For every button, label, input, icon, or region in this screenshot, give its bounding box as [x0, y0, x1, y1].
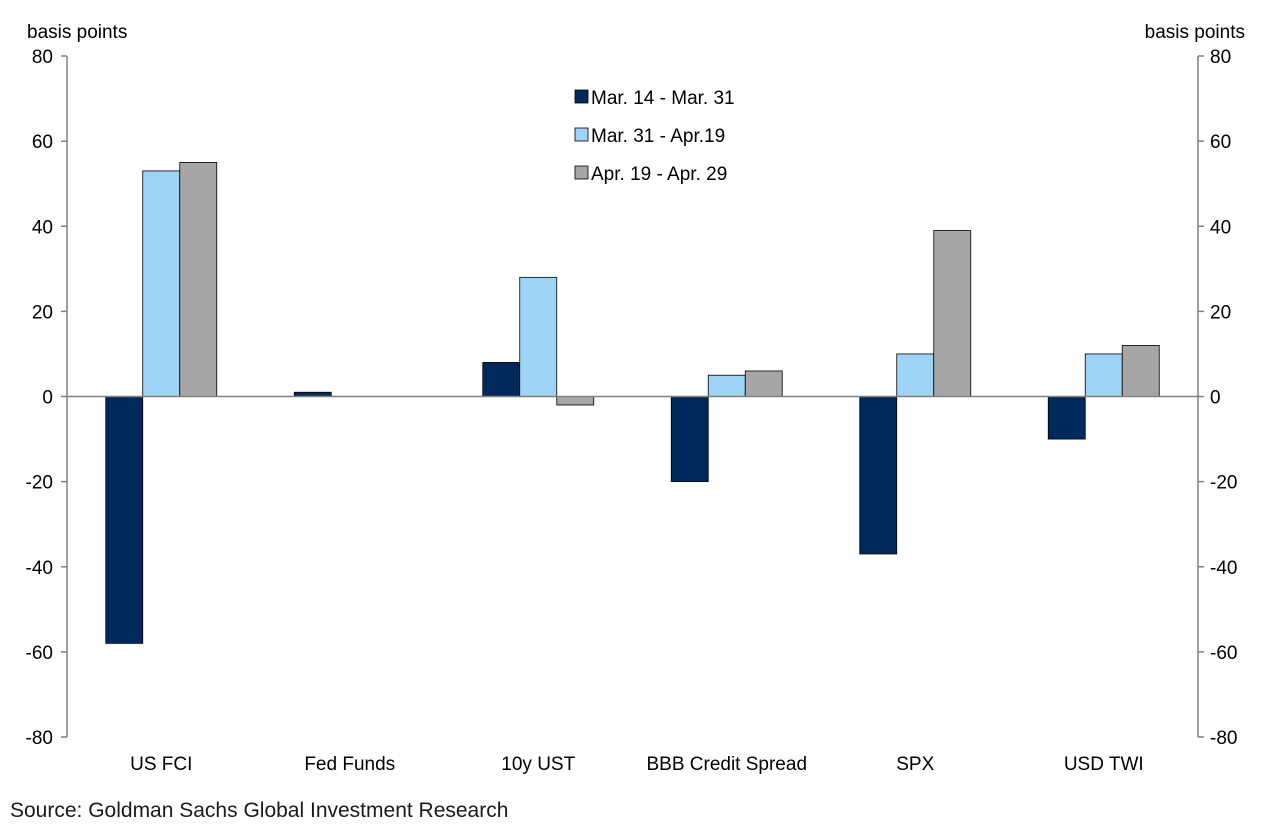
bar-series-3-category-4: [744, 370, 783, 397]
bar-series-3-category-1: [179, 162, 218, 397]
x-category-label: SPX: [896, 754, 934, 775]
y-tick-label-left: 80: [32, 47, 53, 68]
y-tick-label-left: 60: [32, 132, 53, 153]
y-tick-label-right: -40: [1210, 558, 1237, 579]
x-category-label: US FCI: [130, 754, 192, 775]
y-tick-label-right: -20: [1210, 473, 1237, 494]
y-axis-right-ticks: 80 60 40 20 0 -20 -40 -60 -80: [1198, 47, 1237, 749]
x-axis-category-labels: US FCI Fed Funds 10y UST BBB Credit Spread S…: [130, 754, 1144, 775]
y-tick-label-left: -60: [26, 643, 53, 664]
x-category-label: Fed Funds: [304, 754, 395, 775]
bars: [105, 162, 1160, 644]
source-note: Source: Goldman Sachs Global Investment …: [10, 799, 508, 822]
bar-series-3-category-3: [556, 396, 595, 406]
y-axis-title-right: basis points: [1145, 22, 1245, 43]
y-tick-label-right: 0: [1210, 388, 1221, 409]
y-axis-title-left: basis points: [27, 22, 127, 43]
y-tick-label-left: -20: [26, 473, 53, 494]
x-category-label: 10y UST: [501, 754, 575, 775]
bar-series-3-category-5: [933, 230, 972, 397]
legend-label-1: Mar. 14 - Mar. 31: [591, 88, 735, 109]
legend-label-3: Apr. 19 - Apr. 29: [591, 164, 727, 185]
legend-swatch-2: [574, 127, 589, 142]
bar-series-2-category-5: [896, 353, 935, 397]
y-tick-label-right: 80: [1210, 47, 1231, 68]
y-tick-label-left: 0: [42, 388, 53, 409]
y-tick-label-right: 60: [1210, 132, 1231, 153]
bar-series-2-category-1: [142, 170, 181, 397]
bar-series-2-category-6: [1084, 353, 1123, 397]
y-tick-label-right: -80: [1210, 728, 1237, 749]
bar-series-3-category-6: [1121, 345, 1160, 397]
y-tick-label-left: 40: [32, 217, 53, 238]
y-tick-label-left: 20: [32, 302, 53, 323]
bar-series-1-category-6: [1047, 396, 1086, 440]
bar-series-1-category-1: [105, 396, 144, 644]
bar-series-1-category-4: [670, 396, 709, 483]
y-tick-label-right: 40: [1210, 217, 1231, 238]
legend: Mar. 14 - Mar. 31 Mar. 31 - Apr.19 Apr. 19…: [574, 88, 735, 185]
bar-series-2-category-4: [707, 374, 746, 397]
legend-label-2: Mar. 31 - Apr.19: [591, 126, 725, 147]
y-axis-left-ticks: 80 60 40 20 0 -20 -40 -60 -80: [26, 47, 67, 749]
axes: [66, 56, 1199, 737]
y-tick-label-left: -80: [26, 728, 53, 749]
legend-swatch-1: [574, 89, 589, 104]
y-tick-label-right: 20: [1210, 302, 1231, 323]
x-category-label: USD TWI: [1064, 754, 1144, 775]
bar-series-2-category-3: [519, 276, 558, 397]
x-category-label: BBB Credit Spread: [646, 754, 807, 775]
y-tick-label-right: -60: [1210, 643, 1237, 664]
legend-swatch-3: [574, 165, 589, 180]
bar-series-1-category-3: [482, 362, 521, 397]
bar-series-1-category-5: [859, 396, 898, 555]
y-tick-label-left: -40: [26, 558, 53, 579]
